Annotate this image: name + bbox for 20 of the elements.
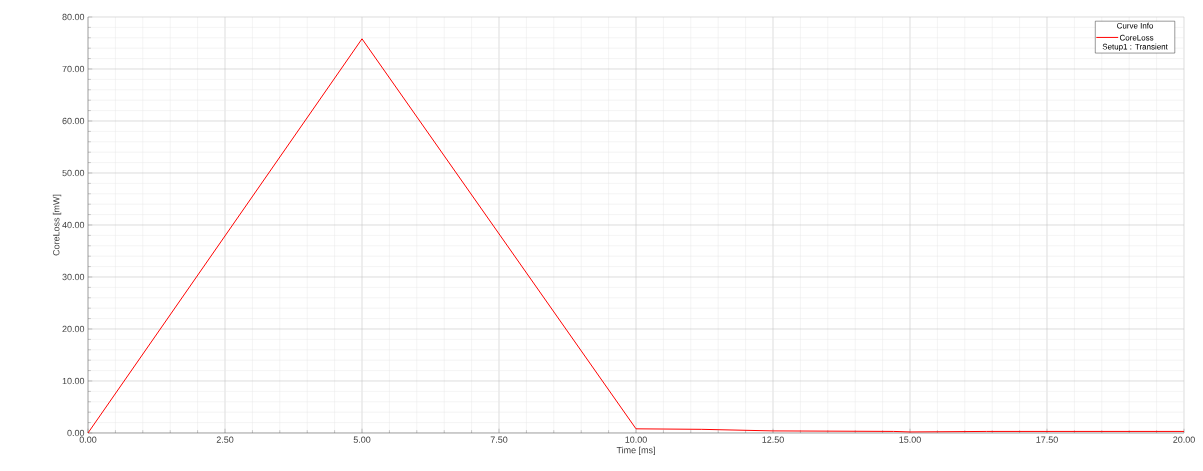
x-tick-label: 2.50 xyxy=(216,436,234,443)
y-tick-label: 70.00 xyxy=(62,65,85,73)
y-tick-label: 50.00 xyxy=(62,169,85,177)
x-tick-label: 0.00 xyxy=(79,436,97,443)
y-tick-label: 40.00 xyxy=(62,221,85,229)
y-tick-label: 30.00 xyxy=(62,273,85,281)
x-tick-label: 7.50 xyxy=(490,436,508,443)
x-axis-title: Time [ms] xyxy=(616,446,655,456)
x-tick-label: 12.50 xyxy=(762,436,784,443)
y-tick-label: 80.00 xyxy=(62,13,85,21)
x-tick-label: 15.00 xyxy=(899,436,921,443)
x-tick-label: 20.00 xyxy=(1173,436,1195,443)
y-tick-label: 10.00 xyxy=(62,377,85,385)
y-tick-label: 20.00 xyxy=(62,325,85,333)
x-tick-label: 5.00 xyxy=(353,436,371,443)
x-tick-label: 17.50 xyxy=(1036,436,1058,443)
y-tick-label: 60.00 xyxy=(62,117,85,125)
y-tick-label: 0.00 xyxy=(67,429,85,437)
x-tick-label: 10.00 xyxy=(625,436,647,443)
y-axis-title: CoreLoss [mW] xyxy=(52,194,62,256)
